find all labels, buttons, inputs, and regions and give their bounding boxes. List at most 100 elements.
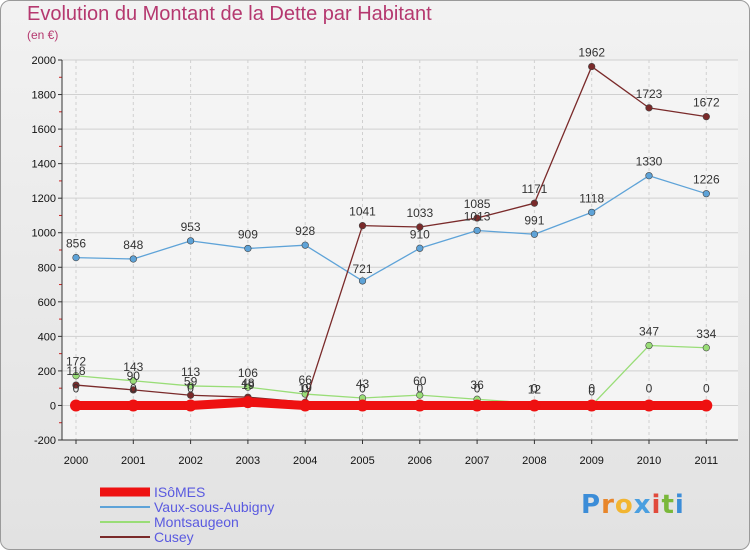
proxiti-logo: Proxiti [581, 490, 685, 520]
data-point [473, 214, 481, 222]
data-point [358, 222, 367, 230]
data-point [416, 391, 424, 399]
data-label: 0 [474, 381, 481, 395]
data-label: 113 [181, 365, 200, 379]
x-tick-label: 2003 [236, 455, 260, 467]
data-point [530, 199, 539, 207]
legend-label: Montsaugeon [154, 514, 239, 530]
data-point [416, 244, 424, 252]
data-label: 0 [187, 381, 194, 395]
data-label: 0 [359, 381, 366, 395]
data-label: 1033 [406, 206, 433, 220]
y-tick-label: 1600 [32, 124, 56, 136]
data-point [70, 399, 82, 412]
data-label: 953 [181, 220, 201, 234]
data-point [187, 382, 195, 390]
data-labels: 856 848 953 909 928 721 910 1013 991 1118 1330 1226… [66, 46, 720, 399]
data-label: 910 [410, 227, 430, 241]
data-label: 12 [528, 382, 542, 396]
data-label: 1672 [693, 96, 720, 110]
data-point [129, 386, 137, 394]
data-label: 0 [703, 381, 710, 395]
data-point [702, 113, 710, 121]
data-point [645, 104, 653, 112]
data-point [301, 241, 309, 249]
y-tick-label: 600 [38, 297, 56, 309]
y-tick-label: -200 [34, 435, 56, 447]
x-tick-label: 2005 [350, 455, 374, 467]
data-point [413, 399, 426, 412]
x-tick-label: 2006 [408, 455, 432, 467]
data-label: 106 [238, 366, 258, 380]
data-label: 856 [66, 237, 86, 251]
data-label: 909 [238, 227, 258, 241]
data-point [358, 277, 367, 285]
data-label: 118 [66, 364, 85, 378]
data-label: 928 [295, 224, 315, 238]
data-point [72, 254, 80, 262]
data-point [187, 391, 195, 399]
data-point [416, 223, 424, 231]
data-point [127, 399, 140, 412]
data-label: 0 [588, 384, 595, 398]
x-tick-label: 2011 [694, 455, 718, 467]
y-tick-label: 800 [38, 262, 56, 274]
data-point [588, 62, 596, 71]
data-label: 0 [646, 381, 653, 395]
y-tick-label: 1200 [32, 193, 56, 205]
data-point [700, 399, 713, 412]
data-label: 172 [66, 355, 86, 369]
axes: -200020040060080010001200140016001800200… [32, 55, 738, 467]
data-point [645, 172, 653, 180]
data-label: 1041 [349, 205, 376, 219]
data-point [187, 237, 195, 245]
data-label: 1330 [636, 155, 663, 169]
data-point [356, 399, 369, 412]
y-tick-label: 400 [38, 331, 56, 343]
series-line-0 [76, 397, 707, 410]
data-label: 848 [123, 238, 143, 252]
y-tick-label: 2000 [32, 55, 56, 67]
data-point [299, 399, 312, 412]
data-label: 19 [241, 378, 255, 392]
data-label: 1962 [578, 46, 605, 60]
data-label: 0 [416, 381, 423, 395]
x-tick-label: 2004 [293, 455, 317, 467]
data-point [528, 399, 541, 412]
data-point [585, 399, 598, 412]
legend-label: Cusey [154, 529, 194, 545]
data-label: 1171 [521, 182, 547, 196]
data-label: 59 [184, 374, 198, 388]
data-point [702, 344, 710, 352]
data-label: 90 [127, 369, 141, 383]
data-label: 1118 [579, 191, 604, 205]
data-label: 334 [696, 327, 716, 341]
data-point [129, 255, 137, 263]
series-line-2 [75, 344, 707, 407]
data-point [184, 399, 197, 412]
legend-label: Vaux-sous-Aubigny [154, 499, 274, 515]
x-tick-label: 2009 [579, 455, 603, 467]
data-point [241, 396, 254, 409]
data-point [645, 341, 653, 350]
data-label: 48 [241, 376, 255, 390]
x-tick-label: 2007 [465, 455, 489, 467]
data-point [643, 399, 655, 412]
data-label: 0 [531, 381, 538, 395]
data-label: 1723 [636, 87, 663, 101]
data-point [129, 377, 137, 385]
x-tick-label: 2010 [637, 455, 661, 467]
y-tick-label: 0 [50, 400, 56, 412]
data-point [471, 399, 484, 412]
data-label: 43 [356, 377, 370, 391]
data-label: 143 [123, 360, 143, 374]
data-point [473, 226, 481, 235]
chart-title: Evolution du Montant de la Dette par Hab… [27, 3, 432, 25]
series-layer [70, 62, 713, 412]
x-tick-label: 2000 [64, 455, 88, 467]
data-label: 347 [639, 325, 659, 339]
y-tick-label: 200 [38, 366, 56, 378]
data-label: 36 [470, 378, 484, 392]
